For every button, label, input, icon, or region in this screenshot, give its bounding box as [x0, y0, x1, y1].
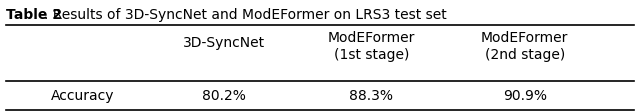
Text: Table 2: Table 2 [6, 8, 63, 22]
Text: 80.2%: 80.2% [202, 89, 246, 103]
Text: (1st stage): (1st stage) [333, 48, 409, 62]
Text: ModEFormer: ModEFormer [328, 31, 415, 45]
Text: . Results of 3D-SyncNet and ModEFormer on LRS3 test set: . Results of 3D-SyncNet and ModEFormer o… [44, 8, 446, 22]
Text: 88.3%: 88.3% [349, 89, 393, 103]
Text: ModEFormer: ModEFormer [481, 31, 568, 45]
Text: Accuracy: Accuracy [51, 89, 115, 103]
Text: 3D-SyncNet: 3D-SyncNet [183, 36, 265, 50]
Text: 90.9%: 90.9% [503, 89, 547, 103]
Text: (2nd stage): (2nd stage) [484, 48, 565, 62]
